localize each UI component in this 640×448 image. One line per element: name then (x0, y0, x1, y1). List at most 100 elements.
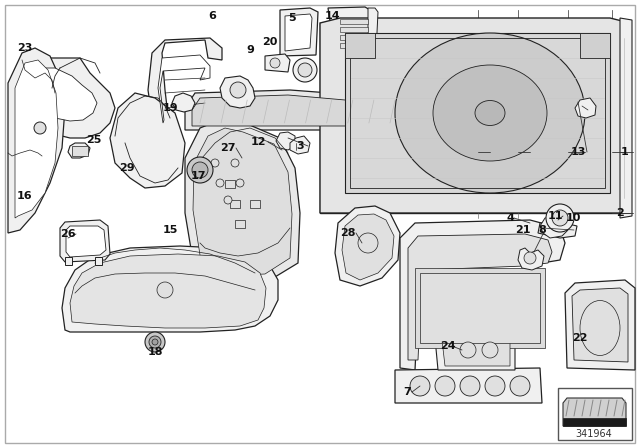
Bar (345, 33, 375, 58)
Polygon shape (342, 214, 394, 280)
Polygon shape (62, 246, 278, 332)
Polygon shape (276, 132, 295, 150)
Text: 17: 17 (190, 171, 205, 181)
Bar (65, 257, 72, 265)
Circle shape (410, 376, 430, 396)
Polygon shape (563, 398, 626, 426)
Text: 25: 25 (86, 135, 102, 145)
Ellipse shape (475, 100, 505, 125)
Polygon shape (60, 220, 110, 262)
Polygon shape (185, 118, 300, 283)
Circle shape (270, 58, 280, 68)
Polygon shape (563, 418, 626, 426)
Bar (340, 43, 368, 48)
Text: 4: 4 (506, 213, 514, 223)
Bar (340, 27, 368, 32)
Bar (250, 200, 260, 208)
Polygon shape (620, 18, 632, 218)
Text: 23: 23 (17, 43, 33, 53)
Bar (225, 180, 235, 188)
Text: 13: 13 (570, 147, 586, 157)
Bar (350, 38, 605, 188)
Circle shape (358, 233, 378, 253)
Text: 28: 28 (340, 228, 356, 238)
Polygon shape (368, 8, 378, 53)
Polygon shape (70, 254, 266, 328)
Text: 6: 6 (208, 11, 216, 21)
Polygon shape (518, 248, 544, 270)
Bar (415, 268, 545, 348)
Bar (230, 200, 240, 208)
Text: 12: 12 (250, 137, 266, 147)
Text: 9: 9 (246, 45, 254, 55)
Text: 22: 22 (572, 333, 588, 343)
Polygon shape (172, 93, 195, 112)
Polygon shape (572, 288, 628, 362)
Circle shape (236, 179, 244, 187)
Ellipse shape (580, 301, 620, 356)
Circle shape (552, 210, 568, 226)
Polygon shape (15, 60, 58, 218)
Polygon shape (193, 128, 292, 276)
Circle shape (231, 159, 239, 167)
Polygon shape (185, 90, 400, 130)
Bar (340, 35, 368, 40)
Text: 341964: 341964 (575, 429, 612, 439)
Polygon shape (192, 95, 393, 126)
Polygon shape (285, 14, 312, 51)
Polygon shape (68, 143, 90, 158)
Polygon shape (565, 280, 635, 370)
Polygon shape (538, 222, 577, 238)
Circle shape (230, 82, 246, 98)
Circle shape (485, 376, 505, 396)
Polygon shape (435, 328, 515, 370)
Polygon shape (345, 33, 610, 193)
Text: 18: 18 (147, 347, 163, 357)
Text: 10: 10 (565, 213, 580, 223)
Text: 21: 21 (515, 225, 531, 235)
Circle shape (149, 336, 161, 348)
Circle shape (157, 282, 173, 298)
Text: 1: 1 (621, 147, 629, 157)
Polygon shape (395, 368, 542, 403)
Polygon shape (220, 76, 255, 108)
Polygon shape (540, 216, 568, 238)
Circle shape (187, 157, 213, 183)
Polygon shape (335, 206, 400, 286)
Circle shape (192, 162, 208, 178)
Polygon shape (290, 136, 310, 154)
Circle shape (298, 63, 312, 77)
Text: 27: 27 (220, 143, 236, 153)
Circle shape (152, 339, 158, 345)
Circle shape (435, 376, 455, 396)
Circle shape (524, 252, 536, 264)
Polygon shape (280, 8, 318, 56)
Circle shape (211, 159, 219, 167)
Text: 5: 5 (288, 13, 296, 23)
Text: 16: 16 (16, 191, 32, 201)
Polygon shape (158, 55, 210, 123)
Circle shape (482, 342, 498, 358)
Circle shape (546, 204, 574, 232)
Text: 26: 26 (60, 229, 76, 239)
Polygon shape (408, 234, 552, 360)
Text: 24: 24 (440, 341, 456, 351)
Circle shape (34, 122, 46, 134)
Polygon shape (8, 48, 65, 233)
Polygon shape (265, 54, 290, 72)
Text: 7: 7 (403, 387, 411, 397)
Polygon shape (320, 23, 630, 213)
Bar (340, 19, 368, 24)
Polygon shape (328, 7, 400, 53)
Circle shape (216, 179, 224, 187)
Text: 15: 15 (163, 225, 178, 235)
Circle shape (460, 342, 476, 358)
Bar (420, 273, 540, 343)
Circle shape (510, 376, 530, 396)
Text: 29: 29 (119, 163, 135, 173)
Ellipse shape (433, 65, 547, 161)
Circle shape (460, 376, 480, 396)
Text: 11: 11 (547, 211, 563, 221)
Text: 14: 14 (324, 11, 340, 21)
Ellipse shape (395, 33, 585, 193)
